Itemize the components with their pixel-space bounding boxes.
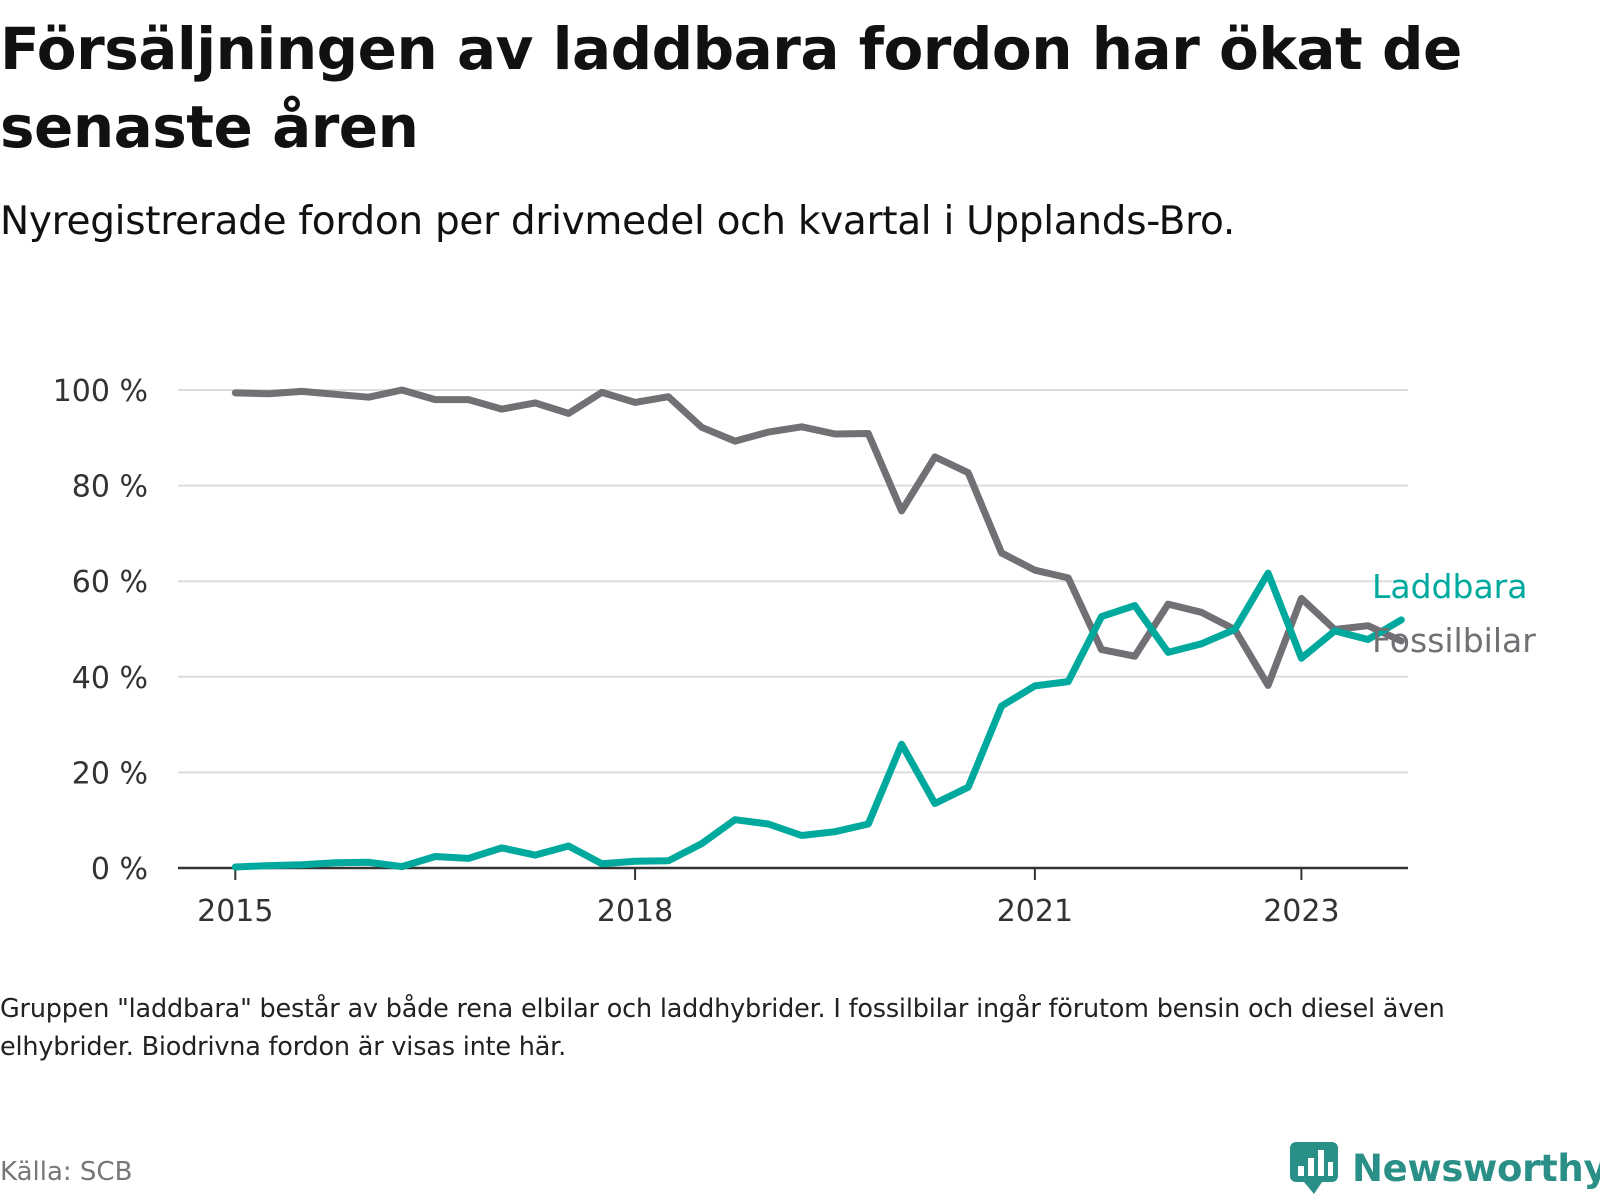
x-tick-label-2018: 2018 [597, 894, 673, 929]
x-tick-label-2015: 2015 [197, 894, 273, 929]
series-line-fossilbilar [231, 386, 1405, 689]
line-chart: 0 % 20 % 40 % 60 % 80 % 100 % 2015 2018 2021 202… [53, 374, 1537, 929]
series-lines [231, 386, 1405, 871]
y-axis: 0 % 20 % 40 % 60 % 80 % 100 % [53, 374, 148, 887]
series-labels: Laddbara Fossilbilar [1372, 567, 1536, 660]
y-tick-label-60: 60 % [72, 565, 148, 600]
chart-subtitle: Nyregistrerade fordon per drivmedel och … [0, 199, 1235, 244]
newsworthy-logo-text: Newsworthy [1352, 1146, 1600, 1190]
y-tick-label-40: 40 % [72, 661, 148, 696]
x-axis: 2015 2018 2021 2023 [178, 866, 1408, 929]
source-label: Källa: SCB [0, 1157, 133, 1187]
newsworthy-logo[interactable]: Newsworthy [1288, 1140, 1600, 1196]
y-tick-label-80: 80 % [72, 470, 148, 505]
y-tick-label-0: 0 % [91, 852, 148, 887]
grid-lines [178, 389, 1408, 774]
series-line-laddbara [231, 569, 1405, 871]
chart-title: Försäljningen av laddbara fordon har öka… [0, 15, 1462, 161]
y-tick-label-100: 100 % [53, 374, 148, 409]
footnote: Gruppen "laddbara" består av både rena e… [0, 994, 1445, 1062]
series-label-fossilbilar: Fossilbilar [1372, 621, 1536, 660]
series-label-laddbara: Laddbara [1372, 567, 1527, 606]
x-tick-label-2023: 2023 [1263, 894, 1339, 929]
x-tick-label-2021: 2021 [997, 894, 1073, 929]
newsworthy-logo-icon [1290, 1142, 1338, 1194]
y-tick-label-20: 20 % [72, 756, 148, 791]
